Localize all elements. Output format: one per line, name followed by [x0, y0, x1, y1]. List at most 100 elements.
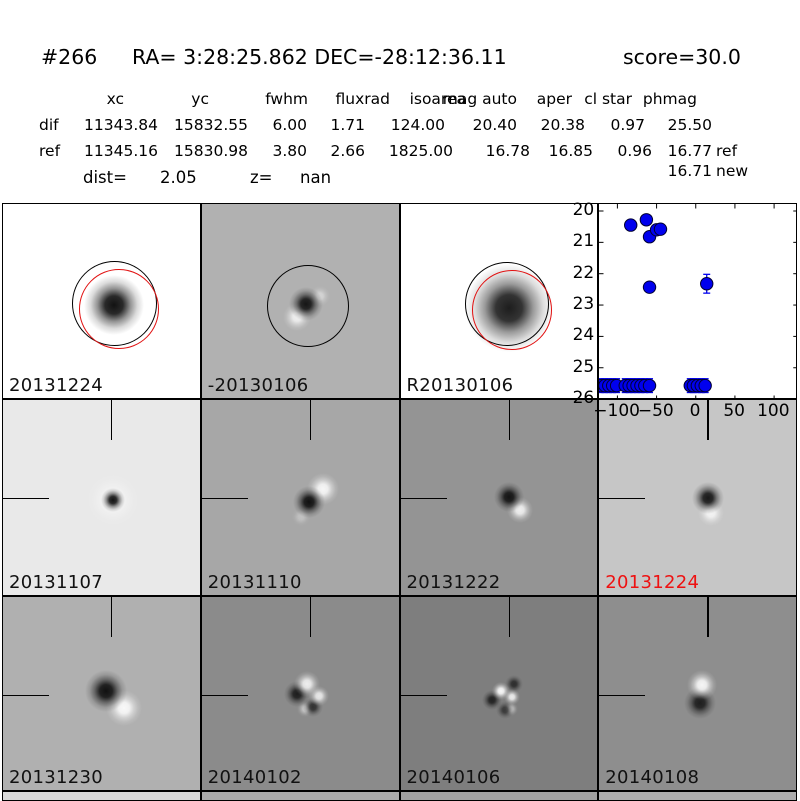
source-blob	[3, 400, 200, 595]
row-label-dif: dif	[39, 116, 59, 134]
crosshair-tick-left	[599, 695, 646, 697]
x-axis-tick-label: −100	[593, 401, 640, 421]
x-axis-tick-label: 50	[723, 401, 745, 421]
x-axis-tick-label: 0	[689, 401, 701, 421]
candidate-id: #266	[41, 45, 98, 69]
value-dif-fwhm: 6.00	[272, 116, 307, 134]
crosshair-tick-left	[400, 498, 447, 500]
crosshair-tick-top	[707, 597, 709, 637]
value-dif-yc: 15832.55	[174, 116, 248, 134]
crosshair-tick-left	[599, 498, 646, 500]
data-point	[698, 378, 713, 393]
crosshair-tick-left	[201, 695, 248, 697]
cutout-panel-20131224: 20131224	[2, 203, 201, 399]
value-dif-mag-auto: 20.40	[472, 116, 517, 134]
value-dif-phmag: 25.50	[667, 116, 712, 134]
value-ref-phmag: 16.77	[667, 142, 712, 160]
crosshair-tick-top	[309, 597, 312, 637]
y-axis-tick-label: 26	[572, 388, 595, 409]
aperture-circle-black	[266, 265, 349, 347]
cutout-panel-20131230: 20131230	[2, 596, 201, 791]
value-ref-yc: 15830.98	[174, 142, 248, 160]
data-point	[624, 218, 638, 232]
value-ref-mag-auto: 16.78	[485, 142, 530, 160]
column-header-mag-auto: mag auto	[442, 90, 517, 108]
column-header-phmag: phmag	[642, 90, 697, 108]
cutout-panel-20131110: 20131110	[200, 399, 400, 596]
value-dif-fluxrad: 1.71	[330, 116, 365, 134]
y-axis-tick-label: 24	[572, 325, 595, 346]
suffix-new: new	[716, 162, 749, 180]
cutout-date-label: 20131224	[9, 375, 104, 396]
crosshair-tick-top	[508, 400, 510, 440]
column-header-cl-star: cl star	[584, 90, 632, 108]
cutout-panel-20131224: 20131224	[598, 399, 797, 596]
y-axis-tick-label: 20	[572, 200, 595, 220]
source-blob	[3, 597, 200, 790]
cutout-date-label: 20131107	[9, 572, 104, 593]
cutout-panel-20140108: 20140108	[598, 596, 797, 791]
value-ref-fwhm: 3.80	[272, 142, 307, 160]
cutout-panel-20140106: 20140106	[399, 596, 599, 791]
data-point	[639, 213, 654, 227]
row-label-ref: ref	[39, 142, 61, 160]
cutout-date-label: 20131224	[605, 572, 700, 593]
y-axis-tick-label: 21	[572, 231, 595, 252]
column-header-xc: xc	[106, 90, 124, 108]
dist-value: 2.05	[160, 168, 197, 187]
source-blob	[201, 400, 399, 595]
column-header-fwhm: fwhm	[265, 90, 308, 108]
light-curve-canvas	[599, 204, 797, 398]
column-header-yc: yc	[191, 90, 209, 108]
crosshair-tick-left	[3, 695, 49, 697]
cutout-date-label: 20140102	[207, 767, 302, 788]
data-point	[700, 277, 714, 291]
z-value: nan	[300, 168, 332, 187]
cutout-date-label: R20130106	[406, 375, 514, 396]
value-ref-cl-star: 0.96	[617, 142, 652, 160]
source-blob	[599, 597, 796, 790]
value-ref-isoarea: 1825.00	[388, 142, 453, 160]
crosshair-tick-top	[111, 597, 113, 637]
column-header-aper: aper	[536, 90, 572, 108]
light-curve-plot	[598, 203, 797, 399]
source-blob	[400, 400, 598, 595]
column-header-fluxrad: fluxrad	[335, 90, 390, 108]
crosshair-tick-top	[707, 400, 709, 440]
cutout-date-label: 20140106	[406, 767, 501, 788]
source-blob	[201, 597, 399, 790]
data-point	[643, 378, 657, 393]
y-axis-tick-label: 25	[572, 356, 595, 377]
cutout-panel-20140102: 20140102	[200, 596, 400, 791]
crosshair-tick-left	[201, 498, 248, 500]
cutout-grid: 20131224 -20130106 R20130106 20131107 201311…	[2, 200, 798, 801]
cutout-panel-20131107: 20131107	[2, 399, 201, 596]
value-ref-xc: 11345.16	[84, 142, 158, 160]
source-blob	[599, 400, 796, 595]
suffix-ref: ref	[716, 142, 738, 160]
crosshair-tick-top	[111, 400, 113, 440]
aperture-circle-red	[79, 269, 159, 349]
cutout-date-label: 20140108	[605, 767, 700, 788]
value-dif-xc: 11343.84	[84, 116, 158, 134]
value-dif-aper: 20.38	[540, 116, 585, 134]
source-blob	[400, 597, 598, 790]
cutout-panel-20130106: R20130106	[399, 203, 599, 399]
cutout-panel-20130106: -20130106	[200, 203, 400, 399]
cutout-date-label: 20131222	[406, 572, 501, 593]
data-point	[643, 280, 657, 294]
x-axis-tick-label: 100	[757, 401, 790, 421]
cutout-date-label: 20131230	[9, 767, 104, 788]
x-axis-tick-label: −50	[637, 401, 674, 421]
value-phmag-new: 16.71	[667, 162, 712, 180]
y-axis-tick-label: 23	[572, 294, 595, 315]
value-ref-aper: 16.85	[548, 142, 593, 160]
crosshair-tick-top	[508, 597, 510, 637]
z-label: z=	[250, 168, 273, 187]
crosshair-tick-top	[309, 400, 312, 440]
data-point	[654, 222, 668, 236]
column-header-isoarea: isoarea	[409, 90, 466, 108]
coordinates: RA= 3:28:25.862 DEC=-28:12:36.11	[132, 45, 507, 69]
cutout-panel-20131222: 20131222	[399, 399, 599, 596]
